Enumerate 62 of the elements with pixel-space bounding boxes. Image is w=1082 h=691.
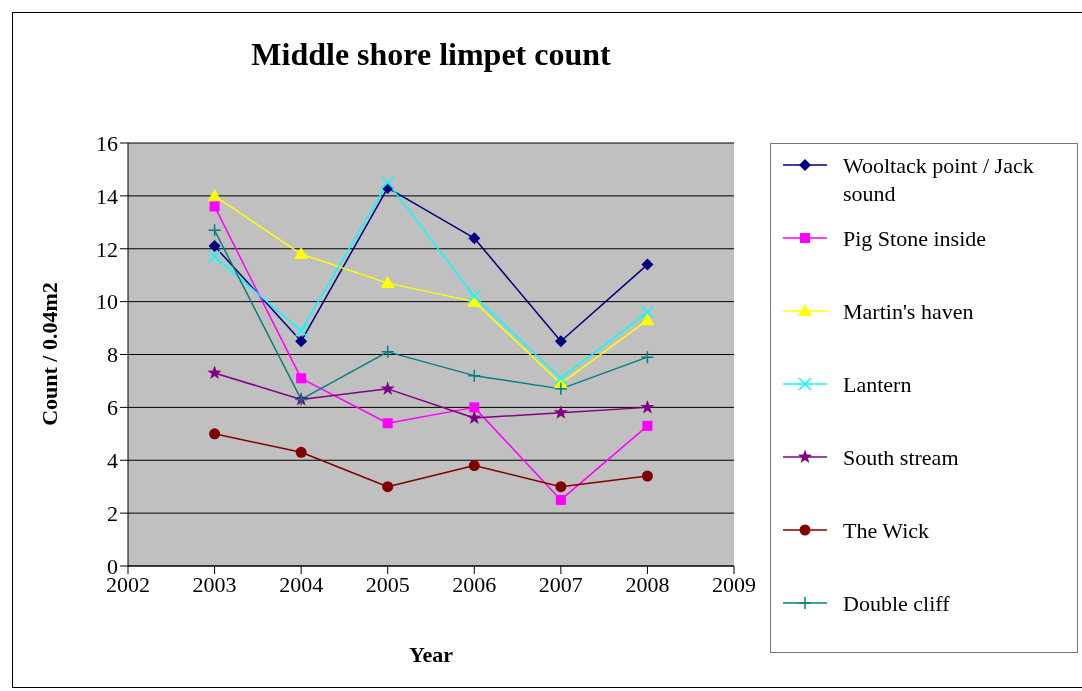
point	[380, 345, 395, 359]
point	[207, 223, 222, 237]
legend-label: Martin's haven	[843, 298, 975, 326]
legend-label: Lantern	[843, 371, 913, 399]
y-tick-label: 16	[96, 130, 118, 156]
point	[640, 313, 655, 326]
point	[553, 405, 568, 419]
legend-label: Pig Stone inside	[843, 225, 987, 253]
point	[208, 240, 221, 253]
point	[209, 428, 221, 440]
point	[209, 201, 220, 212]
point	[294, 323, 308, 338]
point	[207, 249, 222, 264]
x-tick-label: 2006	[452, 571, 497, 597]
point	[467, 410, 482, 425]
point	[555, 481, 567, 493]
point	[295, 446, 307, 458]
y-tick-label: 6	[107, 395, 118, 421]
y-tick-label: 12	[96, 236, 118, 262]
point	[207, 188, 222, 201]
y-tick-label: 2	[107, 500, 118, 526]
point	[554, 382, 568, 396]
x-tick-label: 2009	[712, 571, 756, 597]
y-tick-label: 10	[96, 289, 118, 315]
point	[294, 247, 309, 260]
point	[640, 399, 655, 414]
y-axis-title: Count / 0.04m2	[37, 282, 63, 426]
y-tick-label: 14	[96, 183, 118, 209]
point	[380, 381, 395, 395]
point	[555, 494, 566, 505]
point	[468, 460, 480, 472]
point	[296, 373, 307, 384]
point	[554, 371, 568, 386]
x-tick-label: 2003	[192, 571, 237, 597]
point	[641, 470, 653, 482]
x-tick-label: 2004	[279, 571, 324, 597]
point	[382, 481, 394, 493]
point	[295, 335, 308, 348]
point	[641, 258, 654, 271]
x-tick-label: 2007	[538, 571, 583, 597]
chart-title: Middle shore limpet count	[250, 36, 612, 73]
point	[467, 289, 482, 304]
point	[640, 350, 655, 364]
legend-label: The Wick	[843, 517, 931, 545]
legend-label: Double cliff	[843, 590, 951, 618]
x-tick-label: 2005	[365, 571, 410, 597]
point	[468, 232, 481, 245]
point	[640, 305, 655, 319]
point	[207, 365, 222, 380]
y-tick-label: 8	[107, 342, 118, 368]
point	[554, 335, 567, 348]
x-tick-label: 2008	[625, 571, 670, 597]
point	[469, 402, 480, 413]
y-tick-label: 4	[107, 448, 118, 474]
point	[382, 418, 393, 429]
point	[380, 175, 395, 190]
point	[380, 276, 395, 289]
legend-label: South stream	[843, 444, 960, 472]
point	[642, 420, 653, 431]
x-axis-title: Year	[408, 642, 454, 668]
point	[467, 368, 482, 383]
legend-label: Wooltack point / Jack sound	[843, 152, 1035, 208]
